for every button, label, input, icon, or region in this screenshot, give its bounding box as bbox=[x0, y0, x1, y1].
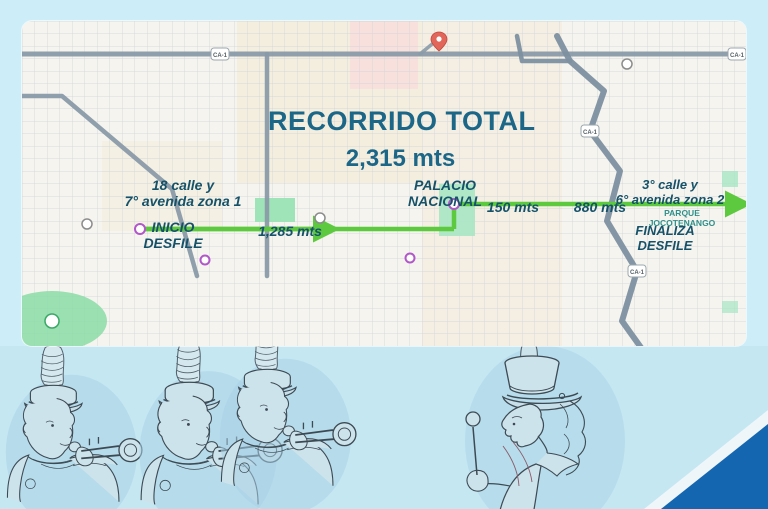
svg-text:CA-1: CA-1 bbox=[213, 53, 228, 59]
svg-text:CA-1: CA-1 bbox=[630, 270, 645, 276]
svg-text:CA-1: CA-1 bbox=[730, 53, 745, 59]
svg-text:CA-1: CA-1 bbox=[583, 130, 598, 136]
